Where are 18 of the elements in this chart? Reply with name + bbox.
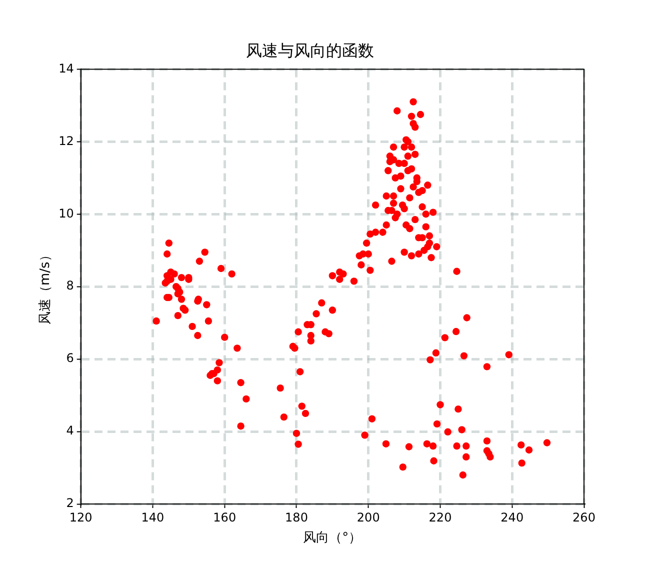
x-tick-label: 240 <box>500 510 524 524</box>
y-tick-label: 10 <box>58 206 74 220</box>
x-tick-label: 160 <box>213 510 236 524</box>
x-tick-label: 180 <box>285 510 308 524</box>
y-tick-label: 4 <box>66 424 74 438</box>
x-tick-label: 200 <box>356 510 380 524</box>
x-axis-title: 风向（°） <box>303 530 362 546</box>
y-tick-label: 2 <box>66 496 74 510</box>
y-tick-label: 14 <box>58 61 74 76</box>
x-tick-label: 120 <box>69 510 92 524</box>
chart-title: 风速与风向的函数 <box>246 40 374 60</box>
x-tick-label: 220 <box>428 510 452 524</box>
x-tick-label: 140 <box>141 510 164 524</box>
y-tick-label: 12 <box>58 134 74 148</box>
x-tick-label: 260 <box>572 510 596 524</box>
y-tick-label: 6 <box>66 351 74 366</box>
y-axis-title: 风速（m/s） <box>38 248 54 325</box>
y-tick-label: 8 <box>66 278 74 293</box>
